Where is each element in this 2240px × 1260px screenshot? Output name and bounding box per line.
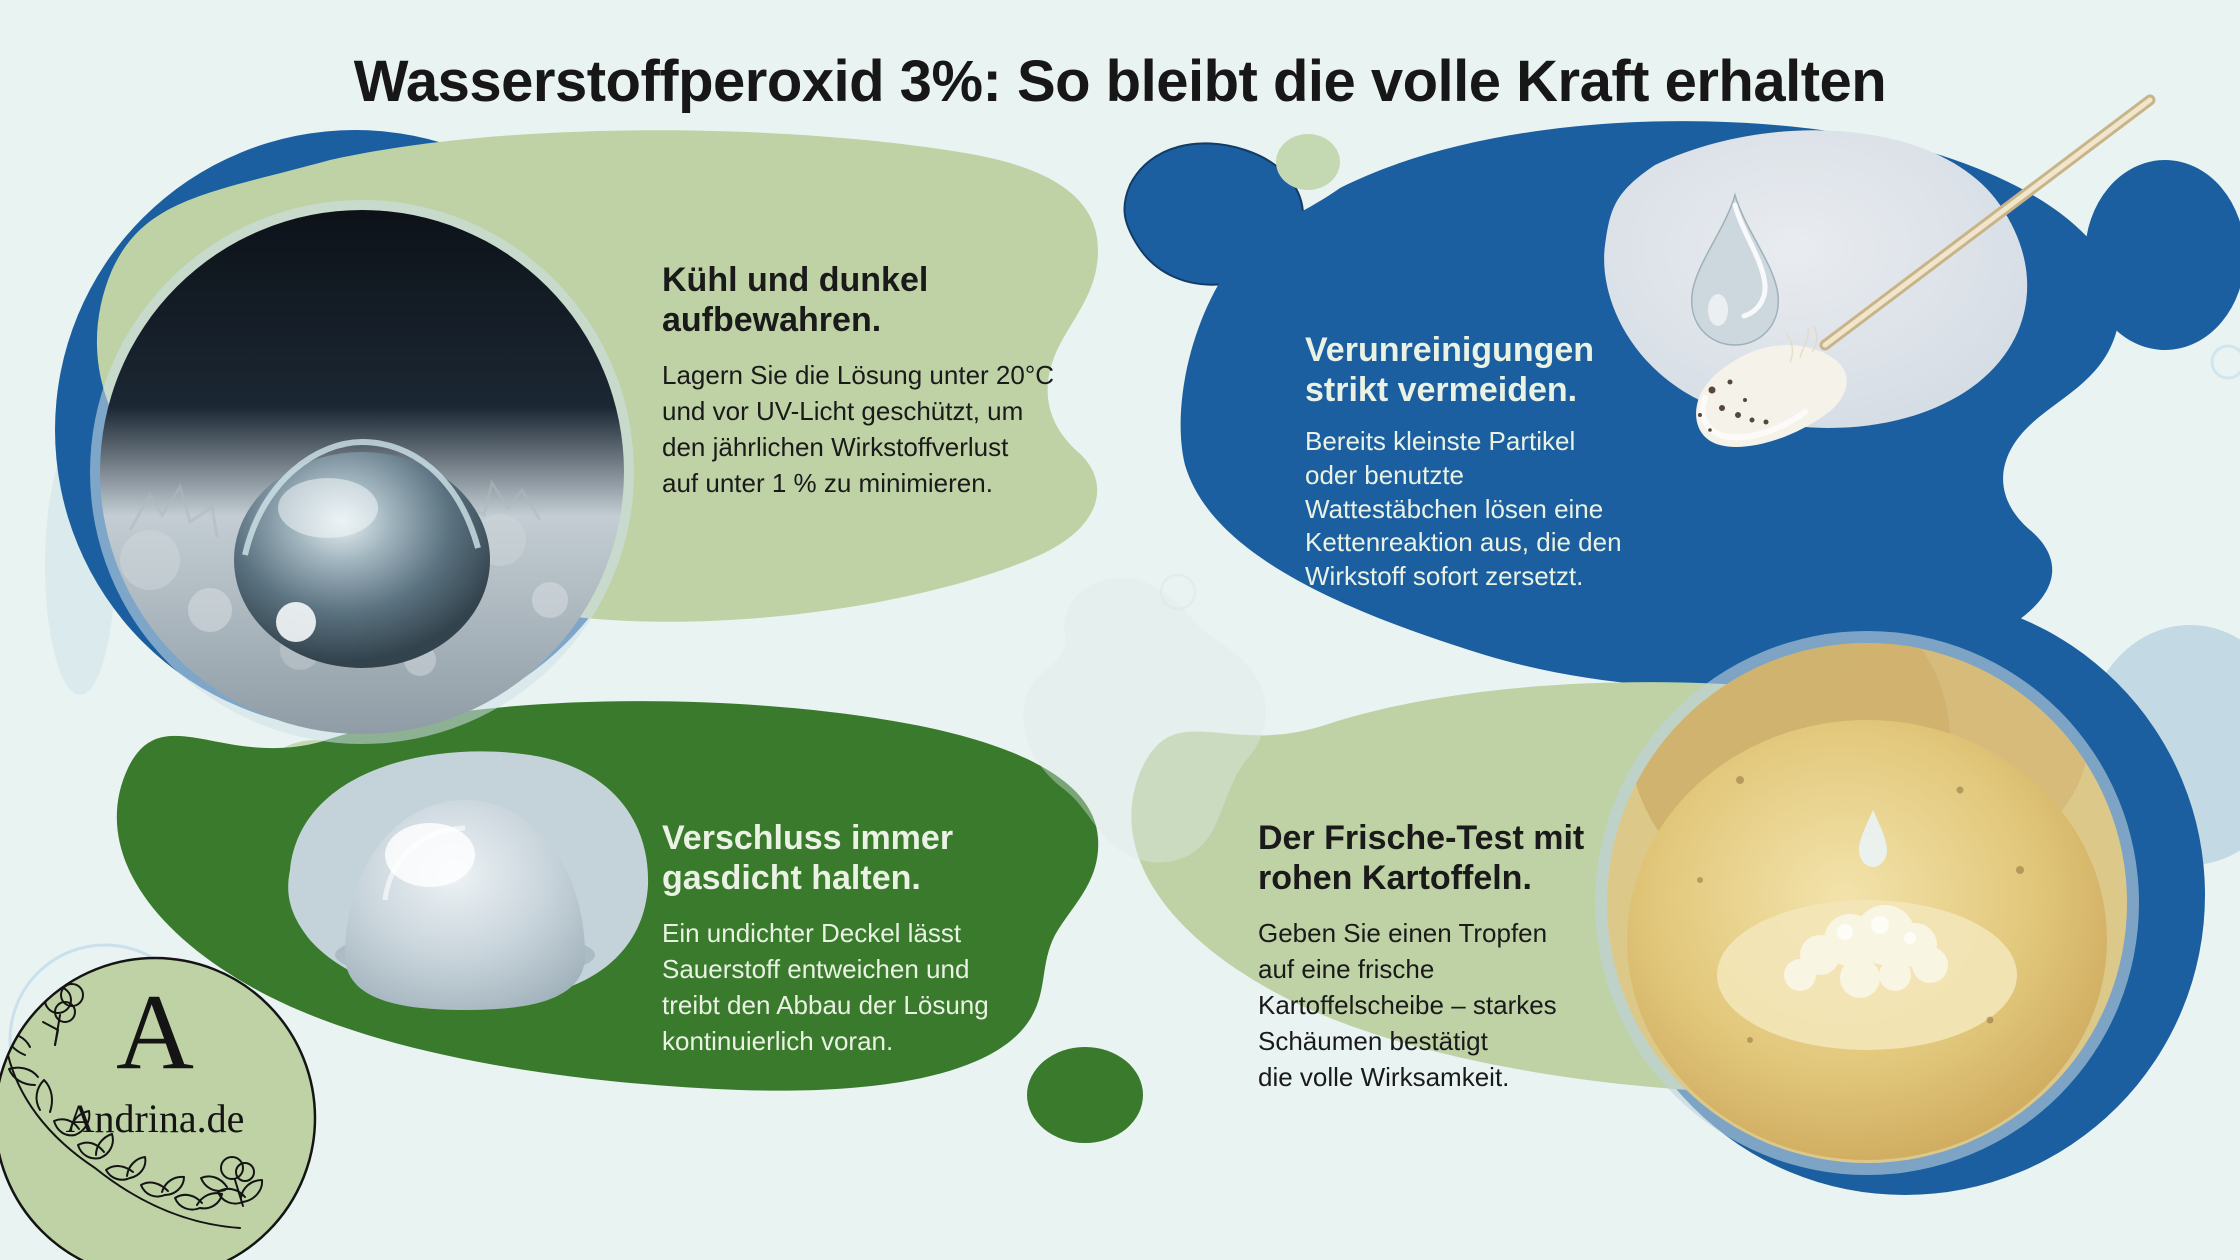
svg-text:Andrina.de: Andrina.de [66,1096,245,1141]
svg-text:A: A [116,973,194,1092]
